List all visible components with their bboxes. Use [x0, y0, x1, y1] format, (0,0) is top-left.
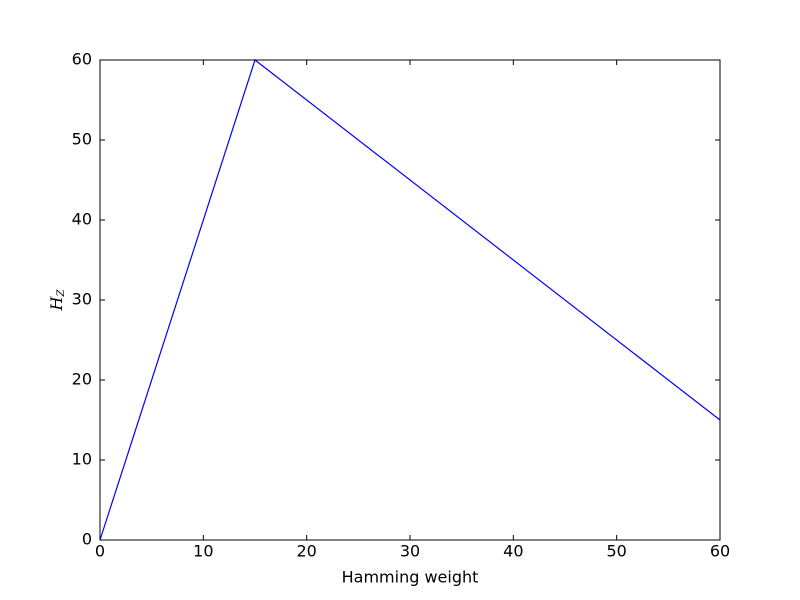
x-tick-label: 50 — [606, 542, 626, 561]
plot-frame — [99, 59, 721, 541]
x-tick-label: 0 — [95, 542, 105, 561]
x-tick-label: 30 — [400, 542, 420, 561]
y-tick-label: 60 — [72, 50, 92, 69]
y-axis-label: HZ — [47, 289, 67, 312]
x-axis-label: Hamming weight — [342, 568, 479, 587]
x-tick-label: 40 — [503, 542, 523, 561]
y-tick-label: 20 — [72, 370, 92, 389]
y-tick-label: 40 — [72, 210, 92, 229]
y-axis-label-group: HZ — [47, 289, 67, 312]
y-tick-label: 30 — [72, 290, 92, 309]
y-tick-label: 0 — [82, 530, 92, 549]
x-tick-label: 20 — [296, 542, 316, 561]
y-tick-label: 10 — [72, 450, 92, 469]
x-tick-label: 60 — [710, 542, 730, 561]
y-axis-label-base: H — [47, 295, 66, 311]
y-axis-label-subscript: Z — [56, 289, 67, 298]
x-tick-label: 10 — [193, 542, 213, 561]
y-tick-label: 50 — [72, 130, 92, 149]
